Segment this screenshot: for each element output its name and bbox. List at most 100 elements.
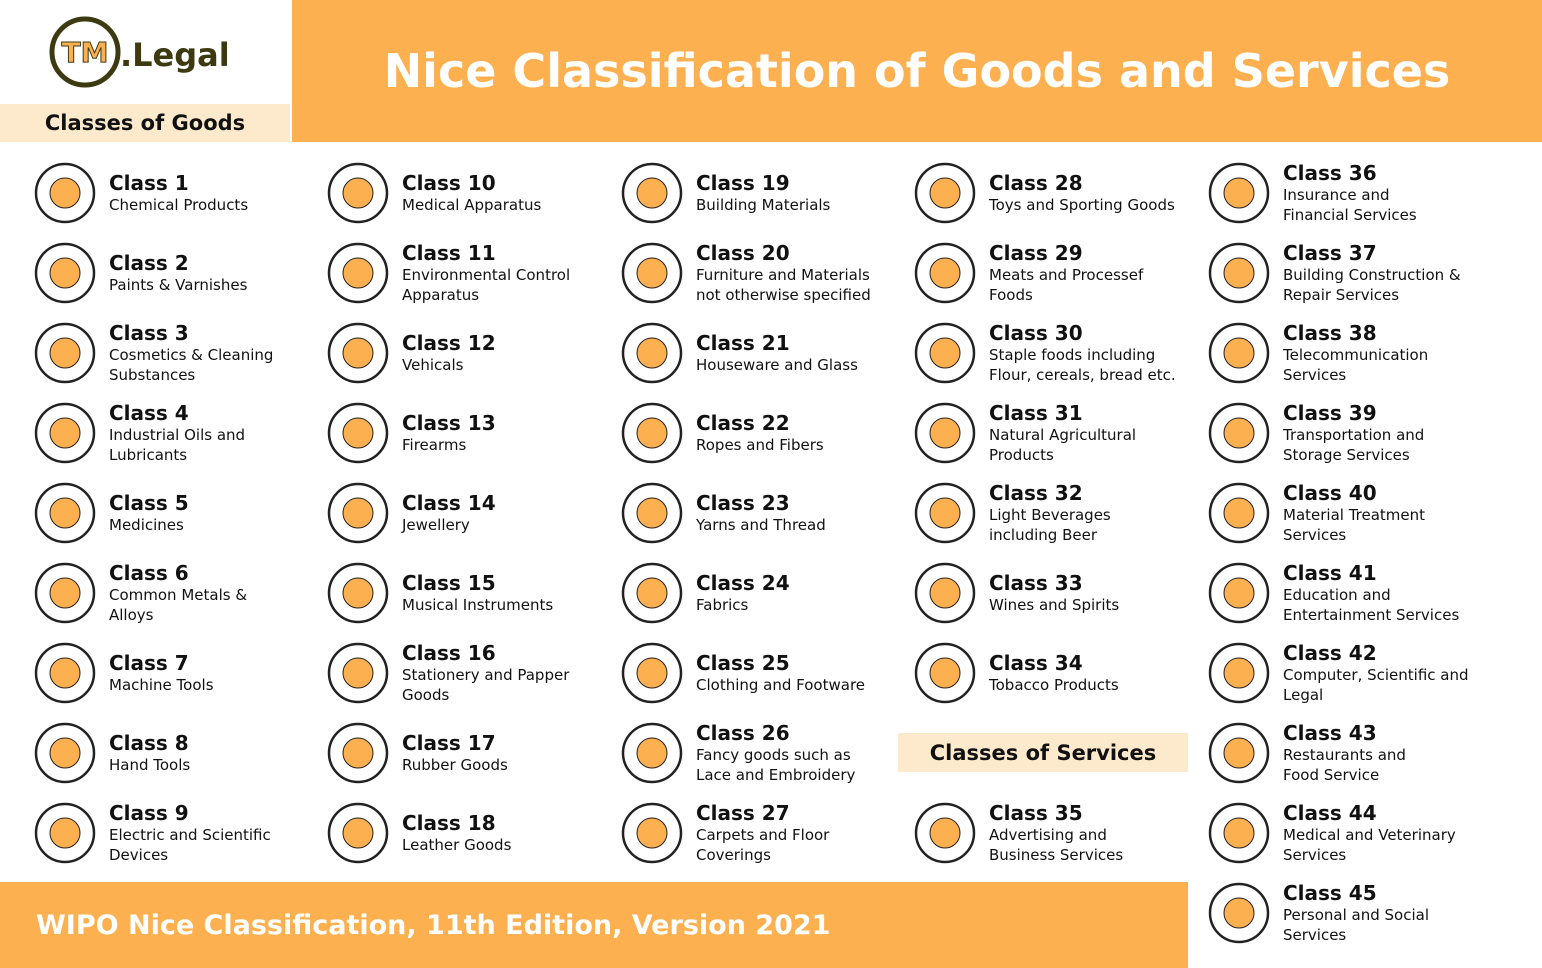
class-description: Services — [1283, 845, 1347, 864]
class-description: Material Treatment — [1283, 505, 1426, 524]
class-description: Storage Services — [1283, 445, 1410, 464]
class-description: Yarns and Thread — [696, 515, 826, 534]
class-item: Class 1 Chemical Products — [33, 155, 248, 231]
class-number: Class 7 — [109, 650, 189, 675]
class-description: Lubricants — [109, 445, 188, 464]
class-icon — [621, 242, 683, 304]
class-number: Class 28 — [989, 170, 1083, 195]
class-text: Class 37 Building Construction & Repair Se… — [1283, 241, 1461, 305]
class-number: Class 10 — [402, 170, 496, 195]
class-icon — [1208, 162, 1270, 224]
class-description: Medical and Veterinary — [1283, 825, 1456, 844]
class-icon — [621, 402, 683, 464]
class-item: Class 12 Vehicals — [326, 315, 496, 391]
class-item: Class 31 Natural Agricultural Products — [913, 395, 1136, 471]
class-text: Class 27 Carpets and Floor Coverings — [696, 801, 829, 865]
class-icon — [1208, 242, 1270, 304]
class-description: Education and — [1283, 585, 1391, 604]
class-icon — [1208, 322, 1270, 384]
class-description: Repair Services — [1283, 285, 1400, 304]
class-number: Class 39 — [1283, 400, 1377, 425]
class-description: Machine Tools — [109, 675, 214, 694]
class-icon — [34, 722, 96, 784]
class-icon — [34, 482, 96, 544]
class-description: Electric and Scientific — [109, 825, 271, 844]
class-item: Class 14 Jewellery — [326, 475, 496, 551]
logo-text: .Legal — [120, 36, 230, 74]
class-description: Telecommunication — [1283, 345, 1429, 364]
class-item: Class 11 Environmental Control Apparatus — [326, 235, 570, 311]
class-description: Toys and Sporting Goods — [989, 195, 1175, 214]
class-item: Class 22 Ropes and Fibers — [620, 395, 824, 471]
class-item: Class 33 Wines and Spirits — [913, 555, 1119, 631]
class-item: Class 25 Clothing and Footware — [620, 635, 865, 711]
class-item: Class 7 Machine Tools — [33, 635, 214, 711]
class-item: Class 34 Tobacco Products — [913, 635, 1119, 711]
class-icon — [34, 162, 96, 224]
class-item: Class 39 Transportation and Storage Servic… — [1207, 395, 1424, 471]
class-icon — [34, 242, 96, 304]
class-text: Class 36 Insurance and Financial Services — [1283, 160, 1417, 225]
class-text: Class 20 Furniture and Materials not other… — [696, 241, 871, 305]
class-text: Class 9 Electric and Scientific Devices — [109, 801, 271, 865]
class-icon — [1208, 722, 1270, 784]
class-number: Class 36 — [1283, 160, 1377, 185]
class-icon — [1208, 562, 1270, 624]
class-number: Class 17 — [402, 730, 496, 755]
class-description: Meats and Processef — [989, 265, 1144, 284]
class-number: Class 13 — [402, 410, 496, 435]
class-description: Musical Instruments — [402, 595, 554, 614]
class-description: Wines and Spirits — [989, 595, 1120, 614]
title-banner — [292, 0, 1542, 142]
class-number: Class 44 — [1283, 800, 1377, 825]
class-description: Light Beverages — [989, 505, 1111, 524]
class-icon — [1208, 802, 1270, 864]
class-item: Class 32 Light Beverages including Beer — [913, 475, 1111, 551]
class-text: Class 8 Hand Tools — [109, 731, 191, 775]
class-description: Hand Tools — [109, 755, 191, 774]
class-description: Business Services — [989, 845, 1124, 864]
class-description: Lace and Embroidery — [696, 765, 856, 784]
class-item: Class 15 Musical Instruments — [326, 555, 553, 631]
class-icon — [914, 242, 976, 304]
class-text: Class 29 Meats and Processef Foods — [989, 241, 1144, 305]
class-description: Jewellery — [402, 515, 470, 534]
class-description: Legal — [1283, 685, 1324, 704]
class-item: Class 26 Fancy goods such as Lace and Embr… — [620, 715, 855, 791]
class-text: Class 30 Staple foods including Flour, cer… — [989, 321, 1176, 385]
class-item: Class 24 Fabrics — [620, 555, 790, 631]
class-icon — [621, 162, 683, 224]
class-number: Class 6 — [109, 560, 189, 585]
class-text: Class 10 Medical Apparatus — [402, 170, 541, 215]
class-number: Class 2 — [109, 250, 189, 275]
class-number: Class 43 — [1283, 720, 1377, 745]
class-description: Firearms — [402, 435, 467, 454]
class-icon — [914, 642, 976, 704]
class-text: Class 23 Yarns and Thread — [696, 491, 826, 535]
class-number: Class 24 — [696, 570, 790, 595]
logo-mark: TM — [62, 36, 109, 69]
class-icon — [327, 242, 389, 304]
class-number: Class 34 — [989, 650, 1083, 675]
class-item: Class 4 Industrial Oils and Lubricants — [33, 395, 245, 471]
services-heading: Classes of Services — [898, 733, 1188, 772]
class-icon — [34, 802, 96, 864]
class-number: Class 41 — [1283, 560, 1377, 585]
class-description: Financial Services — [1283, 205, 1417, 224]
class-text: Class 12 Vehicals — [402, 331, 496, 375]
class-item: Class 20 Furniture and Materials not other… — [620, 235, 871, 311]
class-description: Insurance and — [1283, 185, 1390, 204]
class-text: Class 45 Personal and Social Services — [1283, 881, 1429, 945]
class-item: Class 28 Toys and Sporting Goods — [913, 155, 1175, 231]
class-item: Class 10 Medical Apparatus — [326, 155, 541, 231]
title: Nice Classification of Goods and Service… — [383, 44, 1451, 98]
class-icon — [1208, 882, 1270, 944]
class-description: including Beer — [989, 525, 1097, 544]
class-number: Class 1 — [109, 170, 189, 195]
class-description: Staple foods including — [989, 345, 1156, 364]
class-description: Medicines — [109, 515, 184, 534]
class-description: Food Service — [1283, 765, 1380, 784]
class-number: Class 18 — [402, 810, 496, 835]
class-description: Goods — [402, 685, 450, 704]
class-description: not otherwise specified — [696, 285, 871, 304]
